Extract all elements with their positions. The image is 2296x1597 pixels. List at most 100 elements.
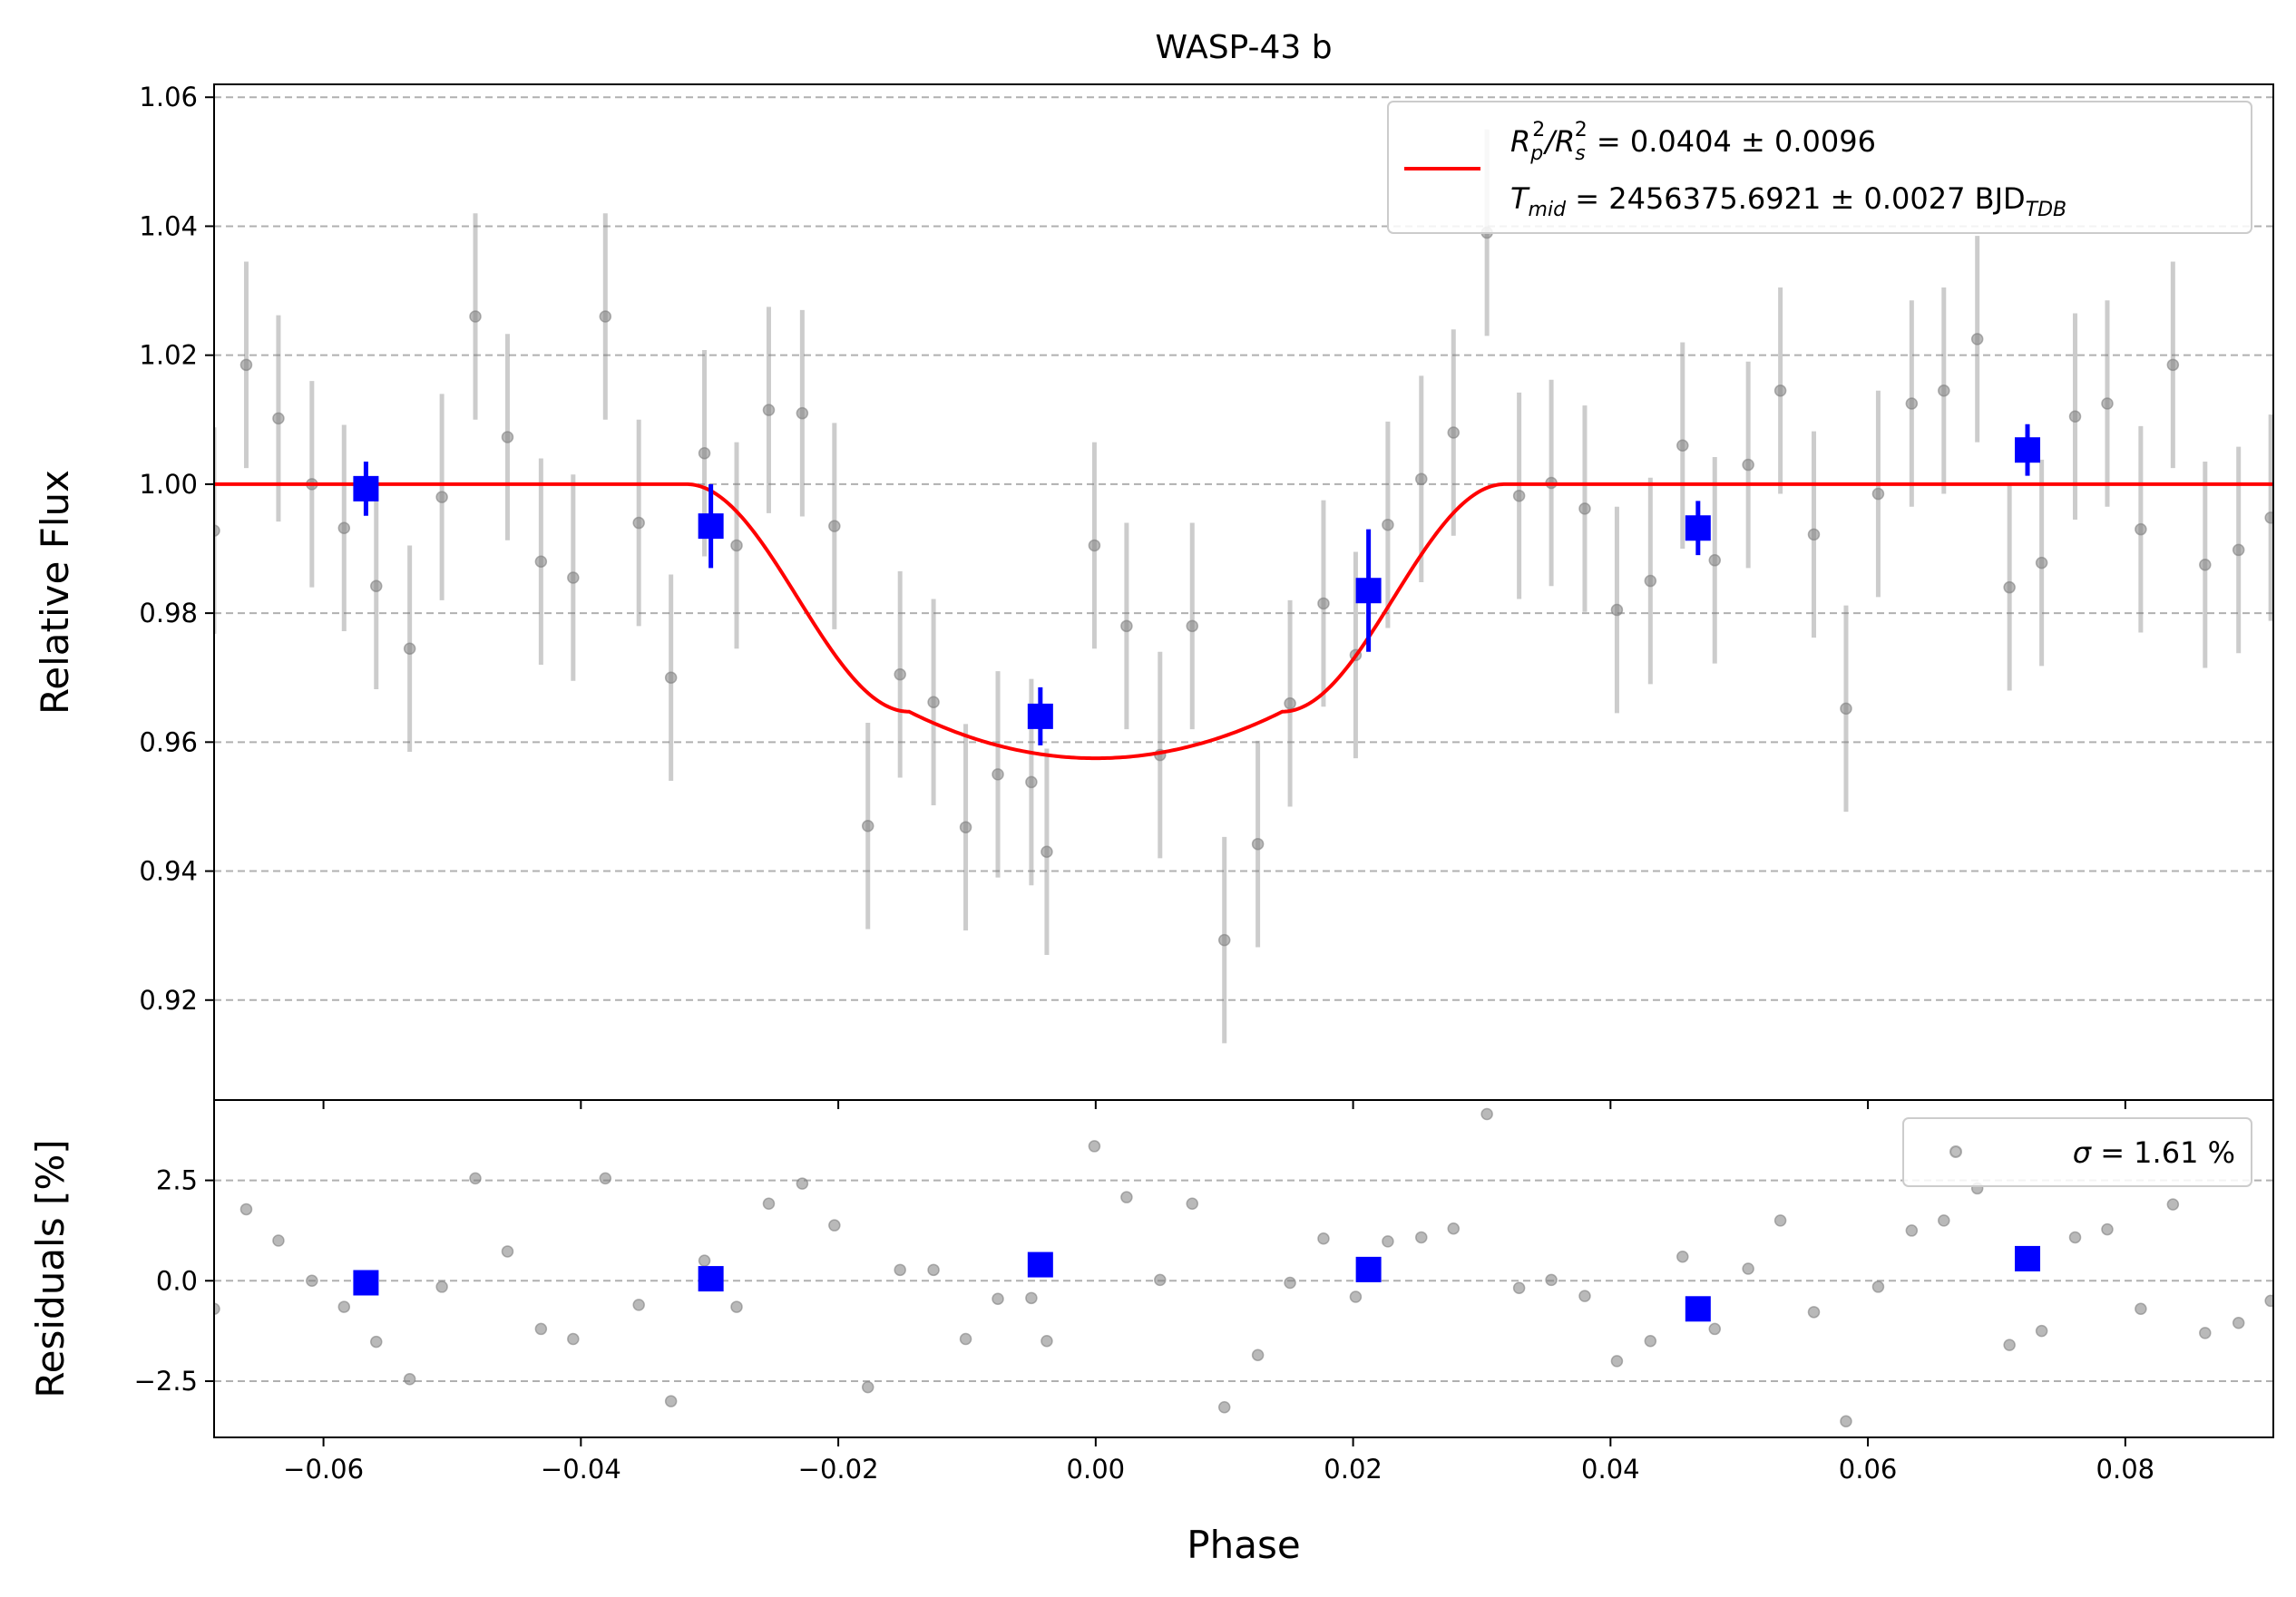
residual-point <box>1415 1231 1428 1244</box>
raw-point <box>2232 543 2245 557</box>
residual-point <box>272 1234 285 1247</box>
raw-point <box>1644 574 1657 588</box>
residual-point <box>1545 1273 1558 1287</box>
binned-residual-point <box>2015 1245 2041 1271</box>
raw-point <box>796 406 809 420</box>
residual-point <box>1041 1334 1053 1348</box>
residual-point <box>894 1263 906 1277</box>
x-tick-label: 0.06 <box>1839 1454 1898 1485</box>
raw-point <box>1088 539 1101 552</box>
raw-point <box>1512 489 1526 502</box>
raw-point <box>1807 528 1821 541</box>
raw-point <box>762 404 776 416</box>
bottom-y-tick-label: 0.0 <box>156 1265 198 1296</box>
residual-point <box>1382 1235 1394 1248</box>
residual-point <box>1025 1291 1038 1305</box>
raw-point <box>1120 619 1133 633</box>
raw-point <box>1317 597 1330 610</box>
top-axes-frame <box>213 83 2274 1101</box>
top-y-axis-title: Relative Flux <box>33 470 77 715</box>
raw-point <box>2264 511 2273 524</box>
residual-point <box>959 1332 972 1346</box>
binned-residual-point <box>1685 1296 1711 1322</box>
residual-point <box>306 1274 318 1288</box>
binned-point <box>1027 703 1053 729</box>
raw-point <box>698 447 711 460</box>
binned-residual-point <box>1027 1251 1053 1278</box>
residual-point <box>599 1172 612 1185</box>
raw-point <box>664 671 678 684</box>
binned-residual-point <box>353 1270 379 1296</box>
rp-symbol: R <box>1510 124 1530 159</box>
raw-point <box>501 431 514 443</box>
residual-point <box>1447 1222 1461 1235</box>
residual-point <box>1349 1290 1363 1303</box>
raw-point <box>1840 702 1852 716</box>
top-panel: 0.92 0.94 0.96 0.98 1.00 1.02 1.04 1.06 Relativ… <box>33 82 2274 1101</box>
residual-point <box>1938 1214 1950 1227</box>
bottom-legend-text: σ = 1.61 % <box>2073 1135 2235 1170</box>
residual-point <box>1284 1276 1296 1290</box>
top-legend: Rp2/Rs2 = 0.0404 ± 0.0096 Tmid = 2456375… <box>1387 101 2252 234</box>
residual-point <box>828 1219 841 1232</box>
sigma-value: = 1.61 % <box>2091 1135 2235 1170</box>
bottom-binned-points <box>353 1245 2041 1322</box>
residual-point <box>1088 1140 1101 1153</box>
residual-point <box>2135 1302 2147 1316</box>
raw-point <box>1742 458 1754 472</box>
raw-point <box>1382 518 1394 531</box>
tmid-symbol: T <box>1510 181 1530 216</box>
top-y-tick-label: 0.96 <box>139 726 198 757</box>
residual-point <box>2199 1327 2212 1339</box>
raw-point <box>992 768 1004 781</box>
residual-point <box>214 1302 220 1316</box>
raw-point <box>435 491 448 503</box>
raw-point <box>337 521 351 534</box>
raw-point <box>894 667 906 681</box>
raw-point <box>1447 426 1461 439</box>
top-legend-box <box>1387 101 2252 234</box>
residual-point <box>501 1245 514 1258</box>
rp-rs-value: = 0.0404 ± 0.0096 <box>1588 124 1876 159</box>
top-y-tick-label: 1.04 <box>139 210 198 241</box>
raw-point <box>1708 554 1722 567</box>
raw-point <box>370 579 383 592</box>
residual-point <box>403 1373 416 1386</box>
raw-point <box>2068 410 2082 423</box>
residual-point <box>762 1197 776 1211</box>
rs-superscript: 2 <box>1575 119 1588 141</box>
residual-point <box>1512 1281 1526 1295</box>
raw-point <box>1284 696 1296 710</box>
residual-point <box>2003 1339 2016 1351</box>
bottom-gridlines <box>214 1179 2273 1382</box>
tmid-subscript: mid <box>1529 199 1568 221</box>
raw-point <box>567 571 580 584</box>
residual-point <box>435 1281 448 1293</box>
x-tick-label: 0.00 <box>1067 1454 1126 1485</box>
bottom-raw-points <box>214 1107 2273 1428</box>
residual-point <box>1154 1273 1167 1287</box>
residual-point <box>1807 1306 1821 1319</box>
raw-point <box>534 555 548 568</box>
residual-point <box>730 1300 743 1313</box>
raw-point <box>1970 333 1984 346</box>
residual-point <box>1840 1415 1852 1428</box>
raw-point <box>632 516 645 530</box>
binned-residual-point <box>698 1266 724 1292</box>
residual-point <box>1120 1191 1133 1203</box>
x-tick-label: 0.02 <box>1324 1454 1382 1485</box>
residual-point <box>1742 1262 1754 1275</box>
raw-point <box>272 412 285 425</box>
raw-point <box>1025 775 1038 789</box>
model-line <box>214 482 2273 761</box>
residual-point <box>1578 1290 1591 1302</box>
binned-point <box>1685 515 1711 541</box>
residual-point <box>534 1322 548 1336</box>
residual-point <box>1905 1224 1919 1237</box>
raw-point <box>1676 439 1689 452</box>
raw-point <box>1217 933 1231 947</box>
top-y-tick-label: 0.98 <box>139 598 198 628</box>
residual-point <box>796 1177 809 1190</box>
x-ticks: −0.06 −0.04 −0.02 0.00 0.02 0.04 0.06 0.08 <box>283 1100 2154 1485</box>
